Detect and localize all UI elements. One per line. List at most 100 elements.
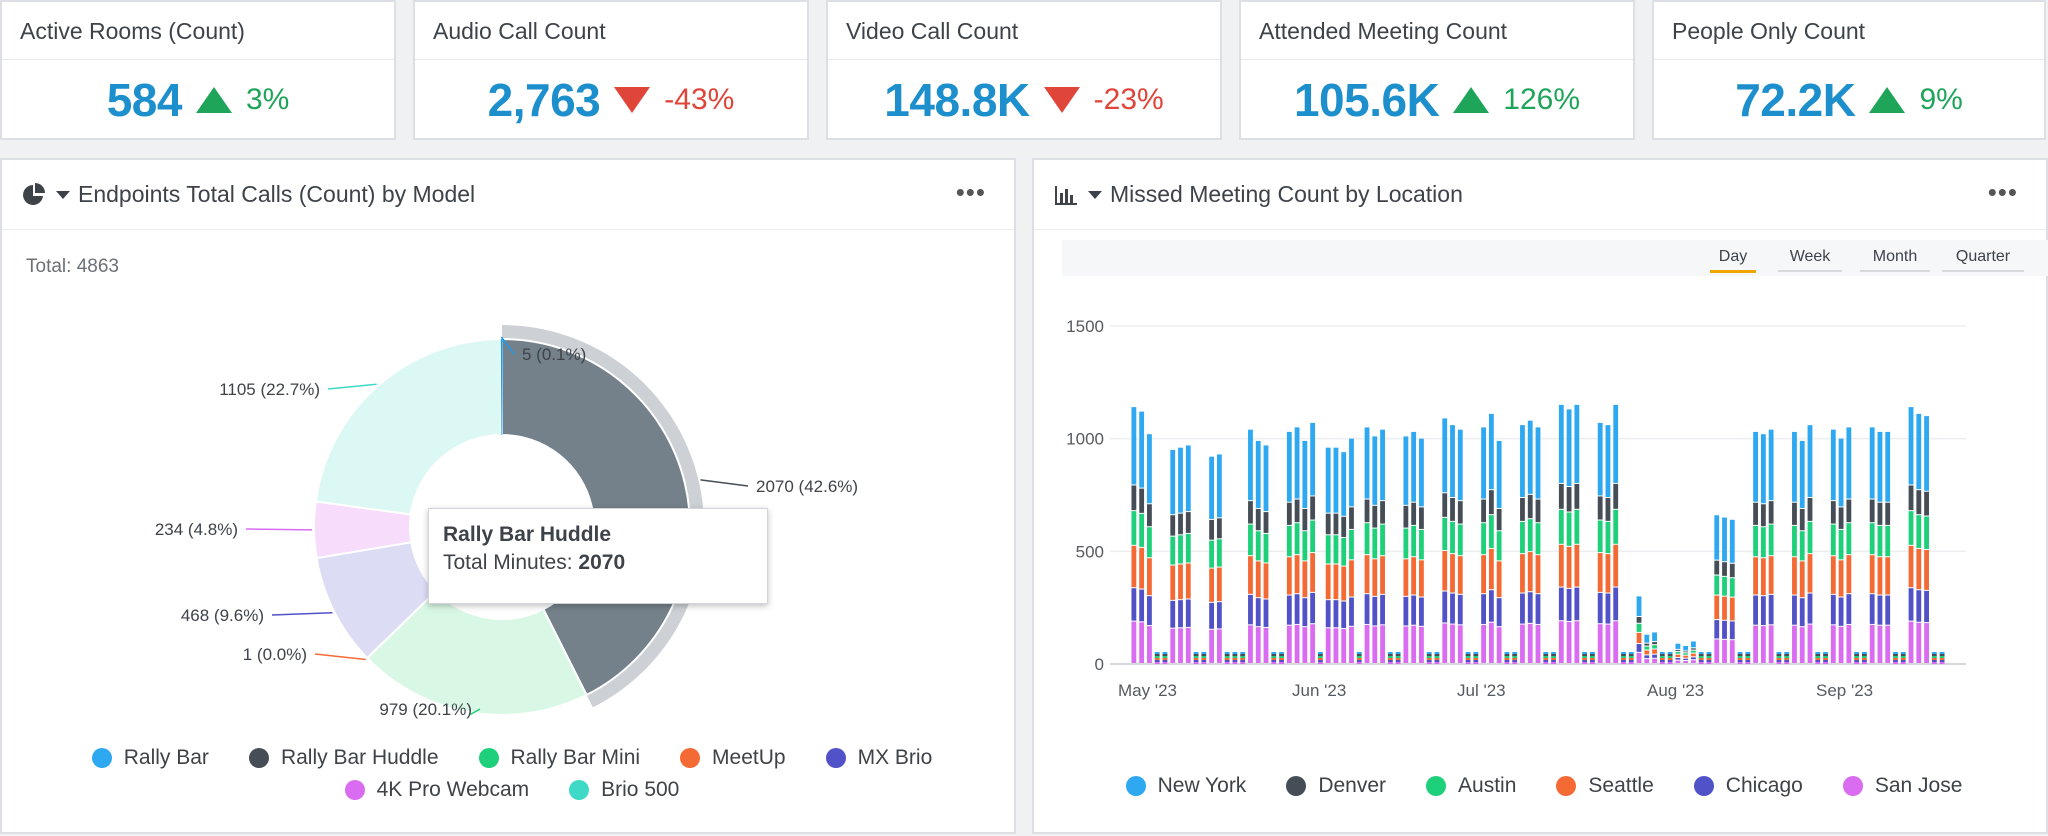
tab-week[interactable]: Week [1778,248,1842,272]
bar-segment [1566,621,1572,663]
chart-type-dropdown[interactable] [56,190,70,199]
bar-segment [1419,597,1424,626]
legend-item[interactable]: 4K Pro Webcam [344,778,529,802]
legend-label: Austin [1458,774,1517,797]
bar-segment [1255,561,1261,598]
kpi-card[interactable]: People Only Count 72.2K 9% [1652,0,2046,140]
bar-segment [1488,413,1494,490]
bar-segment [1815,656,1821,658]
bar-segment [1893,652,1898,654]
bar-segment [1628,660,1634,662]
bar-segment [1823,658,1828,660]
legend-item[interactable]: New York [1125,774,1246,798]
legend-item[interactable]: MeetUp [680,746,786,770]
tab-month[interactable]: Month [1860,248,1930,272]
bar-segment [1147,596,1152,626]
bar-segment [1147,626,1152,663]
kpi-value: 105.6K [1293,74,1440,126]
x-tick-label: May '23 [1118,681,1177,700]
bar-segment [1232,660,1238,662]
bar-segment [1395,652,1401,654]
legend-swatch [1125,776,1146,796]
bar-segment [1729,640,1735,663]
bar-segment [1457,429,1463,501]
bar-segment [1621,662,1626,664]
legend-item[interactable]: Denver [1286,774,1386,798]
pie-panel-title: Endpoints Total Calls (Count) by Model [78,181,476,207]
bar-segment [1240,660,1246,662]
kpi-card[interactable]: Video Call Count 148.8K -23% [826,0,1222,140]
bar-segment [1520,521,1525,554]
bar-segment [1395,658,1401,660]
bar-segment [1799,440,1805,508]
bar-segment [1411,431,1417,502]
bar-segment [1426,654,1432,656]
bar-segment [1908,485,1914,511]
bar-segment [1496,627,1502,663]
bar-segment [1411,595,1417,625]
bar-segment [1395,654,1401,656]
bar-segment [1582,656,1588,658]
bar-segment [1838,560,1844,597]
bar-segment [1473,658,1479,660]
bar-segment [1170,600,1176,628]
bar-segment [1209,568,1215,602]
bar-segment [1916,413,1922,490]
tab-quarter[interactable]: Quarter [1942,248,2024,272]
bar-segment [1341,629,1347,663]
bar-segment [1823,662,1828,664]
legend-item[interactable]: Brio 500 [569,778,679,802]
bar-segment [1551,654,1556,656]
pie-leader-line [314,653,366,661]
bar-segment [1799,627,1805,663]
bar-segment [1201,656,1207,658]
bar-segment [1691,653,1696,657]
bar-segment [1799,508,1805,531]
bar-segment [1869,427,1875,499]
bar-segment [1356,656,1362,658]
kpi-card[interactable]: Active Rooms (Count) 584 3% [0,0,396,140]
legend-item[interactable]: Rally Bar [91,746,209,770]
bar-segment [1279,656,1284,658]
bar-segment [1170,536,1176,565]
kpi-card[interactable]: Audio Call Count 2,763 -43% [413,0,809,140]
bar-segment [1636,617,1642,623]
bar-segment [1380,556,1385,594]
legend-item[interactable]: Rally Bar Mini [478,746,640,770]
legend-item[interactable]: San Jose [1842,774,1962,798]
bar-segment [1147,558,1152,596]
bar-segment [1147,434,1152,504]
bar-segment [1784,658,1790,660]
bar-segment [1667,654,1673,656]
bar-segment [1729,519,1735,563]
legend-item[interactable]: Seattle [1556,774,1654,798]
bar-segment [1512,662,1518,664]
bar-segment [1683,661,1689,663]
legend-item[interactable]: MX Brio [825,746,932,770]
chart-type-dropdown[interactable] [1088,190,1102,199]
bar-segment [1698,652,1704,654]
kpi-card[interactable]: Attended Meeting Count 105.6K 126% [1239,0,1635,140]
legend-swatch [1693,776,1714,796]
bar-segment [1582,652,1588,654]
bar-segment [1333,535,1339,564]
legend-item[interactable]: Rally Bar Huddle [248,746,439,770]
bar-segment [1317,652,1323,654]
trend-up-icon [1869,87,1906,113]
y-tick-label: 1500 [1066,317,1104,336]
bar-segment [1535,624,1541,663]
bar-segment [1279,658,1284,660]
bar-segment [1939,654,1945,656]
more-options-icon[interactable]: ••• [955,177,986,207]
bar-segment [1574,509,1580,544]
bar-segment [1760,626,1766,663]
bar-segment [1885,625,1891,663]
more-options-icon[interactable]: ••• [1987,177,2018,207]
bar-segment [1286,431,1292,502]
legend-item[interactable]: Chicago [1693,774,1803,798]
bar-segment [1170,565,1176,600]
bar-segment [1830,524,1836,556]
pie-leader-line [500,336,515,355]
tab-day[interactable]: Day [1710,248,1756,273]
legend-item[interactable]: Austin [1426,774,1516,798]
